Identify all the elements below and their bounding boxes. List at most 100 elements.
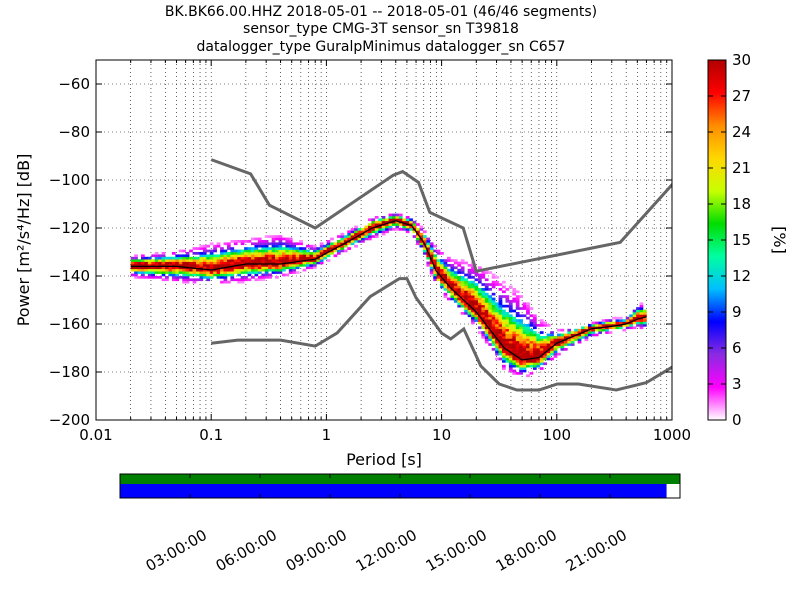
psd-density-cell [477, 307, 482, 310]
psd-density-cell [502, 314, 506, 318]
psd-density-cell [213, 266, 217, 270]
psd-density-cell [512, 319, 517, 322]
psd-density-cell [206, 264, 211, 267]
psd-density-cell [495, 348, 499, 351]
psd-density-cell [577, 331, 582, 334]
psd-density-cell [378, 228, 382, 231]
psd-density-cell [550, 336, 554, 339]
psd-density-cell [416, 237, 420, 241]
psd-density-cell [601, 319, 606, 322]
psd-density-cell [151, 268, 156, 272]
psd-density-cell [354, 225, 358, 229]
psd-density-cell [532, 336, 537, 339]
psd-density-cell [512, 338, 517, 342]
psd-density-cell [612, 324, 616, 327]
psd-density-cell [361, 235, 365, 238]
psd-density-cell [281, 259, 286, 262]
psd-density-cell [481, 290, 486, 294]
psd-density-cell [601, 321, 606, 325]
psd-density-cell [247, 278, 252, 282]
psd-density-cell [539, 336, 544, 339]
psd-density-cell [515, 352, 520, 356]
psd-density-cell [508, 340, 513, 344]
psd-plot: 0.01 0.1 1 10 100 1000 −200−180−160−140−120−1… [14, 59, 691, 469]
psd-density-cell [192, 278, 197, 282]
psd-density-cell [433, 261, 437, 265]
psd-density-cell [371, 223, 376, 226]
psd-density-cell [340, 240, 345, 243]
psd-density-cell [505, 288, 510, 291]
psd-density-cell [436, 276, 441, 279]
psd-density-cell [405, 218, 410, 222]
psd-density-cell [213, 268, 217, 272]
psd-density-cell [330, 242, 334, 246]
psd-density-cell [271, 240, 276, 243]
psd-density-cell [247, 249, 252, 253]
psd-density-cell [522, 333, 527, 337]
psd-density-cell [374, 232, 379, 236]
psd-density-cell [395, 225, 400, 229]
psd-density-cell [237, 249, 242, 253]
psd-density-cell [429, 247, 434, 250]
psd-density-cell [522, 338, 527, 342]
psd-density-cell [515, 360, 520, 363]
psd-density-cell [206, 278, 211, 282]
psd-density-cell [161, 266, 166, 270]
psd-density-cell [481, 295, 486, 298]
psd-density-cell [216, 273, 221, 277]
psd-density-cell [178, 249, 183, 253]
psd-density-cell [467, 276, 472, 279]
psd-density-cell [233, 240, 238, 243]
psd-density-cell [412, 223, 417, 226]
psd-density-cell [285, 252, 290, 255]
psd-density-cell [464, 283, 468, 286]
psd-density-cell [185, 280, 190, 284]
psd-density-cell [154, 264, 159, 267]
psd-density-cell [223, 273, 228, 277]
psd-density-cell [447, 278, 451, 282]
psd-density-cell [443, 268, 448, 272]
psd-density-cell [505, 345, 510, 349]
psd-density-cell [213, 271, 217, 274]
data-coverage-panel: 03:00:00 06:00:00 09:00:00 12:00:00 15:00:00… [119, 473, 681, 575]
psd-density-cell [539, 367, 544, 370]
psd-density-cell [471, 321, 475, 325]
psd-density-cell [371, 218, 376, 222]
psd-density-cell [536, 348, 541, 351]
psd-density-cell [477, 292, 482, 296]
psd-density-cell [422, 237, 427, 241]
psd-density-cell [361, 240, 365, 243]
psd-density-cell [519, 319, 523, 322]
psd-density-cell [220, 273, 224, 277]
x-axis-label: Period [s] [346, 450, 422, 469]
psd-density-cell [264, 268, 269, 272]
psd-density-cell [240, 252, 245, 255]
psd-density-cell [639, 312, 644, 315]
psd-density-cell [450, 271, 455, 274]
psd-density-cell [543, 350, 548, 354]
psd-density-cell [264, 252, 269, 255]
psd-density-cell [625, 316, 630, 320]
psd-density-cell [216, 259, 221, 262]
psd-density-cell [388, 216, 393, 219]
psd-density-cell [292, 254, 297, 258]
psd-density-cell [636, 321, 640, 325]
psd-density-cell [278, 240, 283, 243]
psd-density-cell [550, 331, 554, 334]
psd-density-cell [436, 252, 441, 255]
psd-density-cell [134, 273, 138, 277]
psd-density-cell [240, 259, 245, 262]
psd-density-cell [594, 324, 599, 327]
psd-density-cell [312, 247, 317, 250]
psd-density-cell [288, 271, 293, 274]
psd-density-cell [140, 276, 145, 279]
psd-density-cell [481, 321, 486, 325]
psd-density-cell [502, 309, 506, 313]
psd-density-cell [495, 336, 499, 339]
psd-density-cell [395, 220, 400, 224]
psd-density-cell [570, 343, 575, 346]
psd-density-cell [161, 273, 166, 277]
psd-density-cell [639, 302, 644, 306]
psd-density-cell [206, 244, 211, 248]
